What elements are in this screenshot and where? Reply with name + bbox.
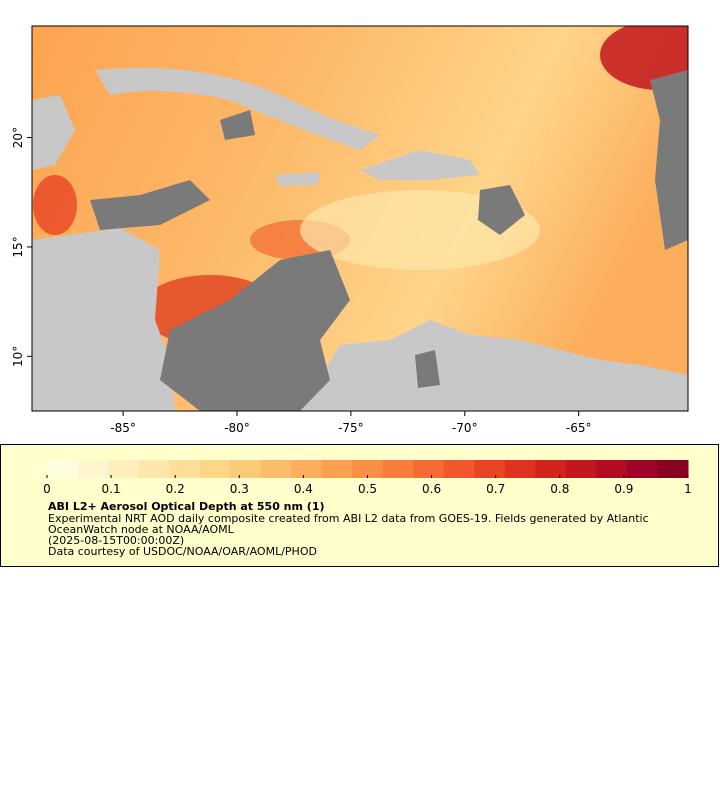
colorbar-tick-label: 0 [43,482,51,496]
legend-title: ABI L2+ Aerosol Optical Depth at 550 nm … [48,500,325,513]
colorbar-cell [565,460,597,478]
legend-description: Data courtesy of USDOC/NOAA/OAR/AOML/PHO… [48,545,317,558]
y-tick-label: 10° [11,346,25,367]
colorbar-tick-label: 0.3 [230,482,249,496]
y-tick-label: 20° [11,127,25,148]
colorbar-cell [504,460,536,478]
colorbar-cell [413,460,445,478]
colorbar-cell [443,460,475,478]
x-tick-label: -85° [110,421,136,435]
colorbar-tick-label: 0.8 [550,482,569,496]
axes: -85° -80° -75° -70° -65° 10° 15° 20° [11,127,591,435]
colorbar-cell [352,460,384,478]
colorbar-cell [230,460,262,478]
colorbar-tick-label: 0.1 [102,482,121,496]
x-tick-label: -75° [338,421,364,435]
colorbar-cell [321,460,353,478]
colorbar-cell [169,460,201,478]
x-tick-label: -70° [452,421,478,435]
legend-description: (2025-08-15T00:00:00Z) [48,534,184,547]
colorbar-tick-label: 0.6 [422,482,441,496]
colorbar-tick-label: 0.4 [294,482,313,496]
colorbar-tick-label: 1 [684,482,692,496]
legend: 0 0.1 0.2 0.3 0.4 0.5 0.6 0.7 0.8 0.9 1 [43,460,692,496]
legend-description: OceanWatch node at NOAA/AOML [48,523,235,536]
colorbar-cell [291,460,323,478]
legend-description: Experimental NRT AOD daily composite cre… [48,512,649,525]
colorbar-cell [138,460,170,478]
colorbar-cell [260,460,292,478]
x-tick-label: -65° [566,421,592,435]
colorbar-cell [626,460,658,478]
colorbar-tick-label: 0.9 [614,482,633,496]
colorbar-tick-label: 0.7 [486,482,505,496]
colorbar-cell [108,460,140,478]
colorbar-cell [535,460,567,478]
colorbar-cell [474,460,506,478]
colorbar-cell [382,460,414,478]
colorbar-cell [47,460,79,478]
map-frame [31,25,689,412]
colorbar-tick-label: 0.5 [358,482,377,496]
colorbar-cell [657,460,689,478]
colorbar-tick-label: 0.2 [166,482,185,496]
colorbar-cell [596,460,628,478]
colorbar-cell [77,460,109,478]
x-tick-label: -80° [224,421,250,435]
y-tick-label: 15° [11,236,25,257]
map-image [32,26,688,411]
colorbar-cell [199,460,231,478]
